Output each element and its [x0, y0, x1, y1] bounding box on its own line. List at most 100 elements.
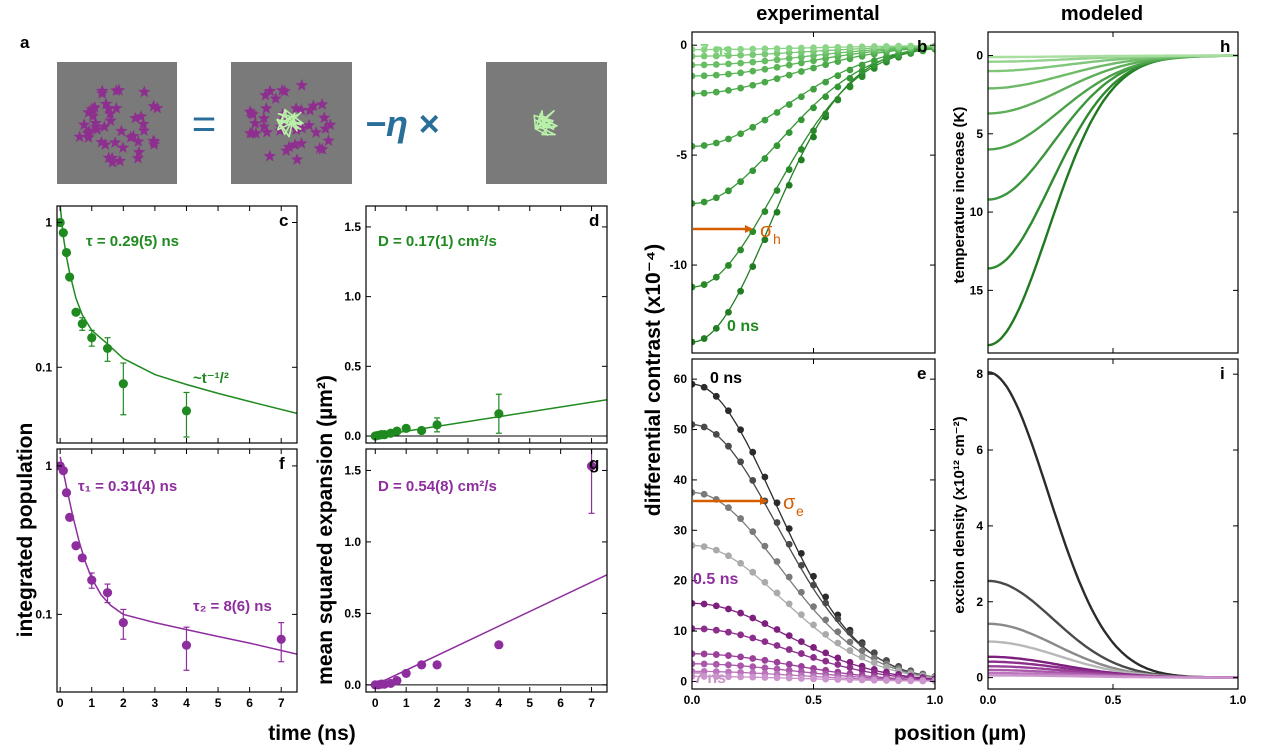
ytick-label: 1.0 — [344, 535, 361, 549]
data-point — [392, 675, 402, 686]
panel-label-g: g — [589, 454, 599, 473]
exciton-star — [302, 118, 316, 131]
profile-point — [692, 52, 696, 60]
profile-point — [810, 57, 817, 65]
exciton-star — [260, 125, 274, 138]
profile-point — [785, 573, 793, 581]
panel-b: b 0 -5 -10 — [670, 31, 936, 354]
fit-line — [375, 399, 607, 437]
profile-point — [700, 198, 708, 206]
data-point — [181, 640, 192, 650]
exciton-star — [115, 124, 128, 137]
ytick-label: 0.1 — [35, 360, 52, 374]
panel-label-i: i — [1220, 364, 1225, 383]
profile-point — [773, 665, 781, 673]
profile-point — [725, 668, 732, 676]
profile-point — [822, 649, 830, 657]
panel-e: e 0 10 20 30 40 50 60 0.0 0.5 1.0 — [674, 358, 944, 707]
xtick-label: 0 — [57, 696, 64, 710]
profile-point — [749, 263, 757, 270]
profile-point — [822, 616, 830, 624]
profile-point — [785, 660, 793, 668]
exciton-star — [83, 124, 96, 137]
exciton-star — [322, 134, 335, 146]
profile-point — [773, 519, 781, 526]
profile-point — [700, 335, 708, 342]
profile-point — [858, 666, 866, 674]
data-point — [401, 668, 411, 679]
profile-point — [773, 109, 781, 116]
profile-point — [834, 661, 842, 668]
profile-point — [712, 52, 720, 60]
plot-area-f — [57, 456, 297, 671]
profile-point — [761, 542, 769, 550]
ytick-label: 0.0 — [344, 678, 361, 692]
profile-point — [692, 599, 696, 607]
profile-point — [725, 308, 732, 316]
profile-point — [725, 605, 732, 613]
ytick-label: 0.5 — [344, 606, 361, 620]
profile-point — [785, 525, 793, 532]
data-point — [432, 420, 442, 430]
profile-point — [822, 44, 830, 51]
annotation-tau-c: τ = 0.29(5) ns — [86, 233, 179, 250]
header-modeled: modeled — [1061, 3, 1143, 25]
profile-point — [737, 59, 744, 67]
ytick-label: 0.1 — [35, 607, 52, 621]
profile-point — [761, 116, 769, 124]
xtick-label: 1 — [403, 696, 410, 710]
axes-frame-g — [365, 448, 608, 693]
profile-point — [797, 611, 805, 619]
panel-label-d: d — [589, 211, 599, 230]
profile-point — [810, 621, 817, 629]
profile-point — [700, 52, 708, 60]
axes-frame-i — [987, 358, 1239, 690]
exciton-star — [282, 140, 296, 153]
ytick-label: 0 — [680, 674, 687, 688]
profile-point — [797, 638, 805, 646]
profile-point — [692, 72, 696, 80]
profile-point — [773, 50, 781, 57]
profile-point — [712, 324, 720, 332]
exciton-star — [132, 145, 146, 158]
profile-point — [749, 123, 757, 131]
exciton-star — [249, 127, 263, 139]
plot-area-c — [57, 206, 297, 438]
equals-sign: = — [192, 100, 217, 147]
ytick-label: 1 — [45, 215, 52, 229]
profile-point — [858, 653, 866, 661]
profile-point — [737, 653, 744, 661]
profile-point — [725, 262, 732, 269]
xtick-label: 0.5 — [805, 693, 822, 707]
exciton-star — [295, 103, 308, 116]
profile-point — [700, 490, 708, 498]
profile-point — [692, 542, 696, 549]
profile-point — [749, 58, 757, 66]
profile-point — [712, 602, 720, 610]
profile-point — [797, 662, 805, 670]
ylabel-contrast: differential contrast (x10⁻⁴) — [642, 244, 665, 516]
profile-point — [725, 407, 732, 415]
profile-point — [773, 558, 781, 565]
panel-i: i 0 2 4 6 8 0.0 0.5 1.0 — [976, 358, 1247, 707]
xlabel-position: position (µm) — [894, 722, 1026, 745]
data-point — [61, 488, 72, 498]
heat-scribble — [533, 110, 558, 136]
data-point — [61, 247, 72, 258]
xlabel-time: time (ns) — [268, 722, 356, 745]
profile-point — [797, 116, 805, 124]
profile-curve — [692, 423, 935, 678]
profile-point — [700, 650, 708, 658]
profile-point — [749, 528, 757, 535]
profile-point — [725, 673, 732, 681]
exciton-star — [288, 138, 302, 151]
profile-point — [712, 651, 720, 658]
profile-point — [846, 43, 854, 51]
ytick-label: 30 — [674, 523, 688, 537]
profile-point — [858, 61, 866, 69]
exciton-star — [82, 106, 95, 118]
annotation-power-law: ~t⁻¹/² — [193, 370, 229, 387]
profile-point — [834, 639, 842, 647]
profile-point — [700, 46, 708, 53]
